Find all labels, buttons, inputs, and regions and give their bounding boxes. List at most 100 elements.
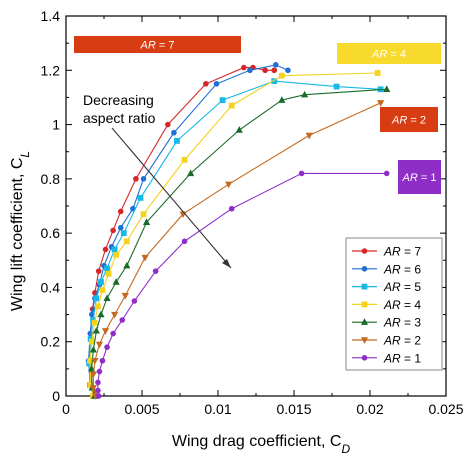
- legend-entry-1: AR = 7: [352, 245, 421, 259]
- legend-label-value: = 7: [401, 245, 422, 259]
- legend-entry-3: AR = 5: [352, 280, 421, 294]
- ar-box-7: AR = 1: [398, 160, 441, 194]
- annotation: Decreasing aspect ratio: [83, 92, 232, 269]
- data-point: [123, 238, 130, 245]
- data-point: [142, 218, 151, 225]
- data-point: [95, 393, 102, 399]
- ar-box-label-value: = 4: [387, 49, 406, 61]
- ar-box-label-prefix: AR: [402, 172, 418, 184]
- legend-marker: [360, 337, 369, 344]
- y-tick-label: 1.4: [41, 8, 61, 24]
- data-point: [89, 371, 97, 379]
- data-point: [91, 358, 99, 365]
- legend: AR = 7AR = 6AR = 5AR = 4AR = 3AR = 2AR =…: [345, 237, 443, 371]
- data-point: [117, 224, 124, 231]
- annotation-line-1: Decreasing: [83, 92, 154, 108]
- ar-box-label: AR = 1: [402, 172, 437, 184]
- ar-box-label: AR = 4: [371, 49, 406, 61]
- data-point: [99, 357, 106, 364]
- data-point: [89, 385, 97, 392]
- x-tick-label: 0.02: [356, 401, 383, 417]
- data-point: [121, 292, 129, 300]
- y-tick-label: 0.8: [41, 171, 61, 187]
- data-point: [235, 126, 243, 133]
- data-point: [103, 294, 111, 301]
- legend-label-value: = 3: [401, 316, 422, 330]
- annotation-arrowhead: [222, 259, 231, 268]
- x-axis-label-text: Wing drag coefficient, C: [172, 433, 342, 450]
- series-3: [86, 78, 384, 399]
- data-point: [383, 85, 391, 92]
- data-point: [95, 303, 101, 310]
- series-layer: [85, 62, 391, 400]
- data-point: [374, 70, 381, 76]
- series-7: [95, 170, 390, 399]
- ar-box-bg: [74, 36, 241, 53]
- data-point: [301, 90, 309, 98]
- ar-box-label: AR = 7: [140, 40, 175, 52]
- series-4: [87, 70, 381, 399]
- data-point: [113, 251, 120, 258]
- data-point: [110, 330, 116, 337]
- data-point: [174, 137, 180, 144]
- legend-label-prefix: AR: [383, 245, 401, 259]
- legend-label-prefix: AR: [383, 334, 401, 348]
- legend-label: AR = 7: [383, 245, 421, 259]
- ar-box-bg: [337, 43, 441, 64]
- data-point: [181, 156, 188, 163]
- legend-label-prefix: AR: [383, 351, 401, 365]
- legend-label-value: = 2: [401, 334, 422, 348]
- data-point: [298, 170, 305, 177]
- data-point: [110, 227, 116, 234]
- y-tick-label: 0.4: [41, 279, 61, 295]
- data-point: [377, 100, 385, 107]
- x-tick-label: 0.01: [204, 401, 231, 417]
- data-point: [181, 238, 188, 245]
- data-point: [225, 181, 233, 189]
- data-point: [285, 67, 291, 74]
- y-tick-label: 0.6: [41, 225, 61, 241]
- legend-marker: [360, 318, 369, 325]
- series-line: [90, 88, 387, 397]
- legend-label: AR = 4: [383, 298, 421, 312]
- data-point: [89, 345, 97, 353]
- data-point: [272, 62, 279, 68]
- legend-label-prefix: AR: [383, 298, 401, 312]
- data-point: [141, 254, 149, 262]
- ar-box-6: AR = 2: [380, 107, 438, 132]
- tick-labels: 0 0.005 0.01 0.015 0.02 0.025 0 0.2 0.4 0.6 0.8 1 1.…: [41, 8, 464, 417]
- legend-label-value: = 6: [401, 262, 422, 276]
- data-point: [278, 72, 285, 79]
- ar-box-label-value: = 7: [156, 40, 175, 52]
- y-tick-label: 1.2: [41, 62, 61, 78]
- axis-labels: Wing drag coefficient, CD Wing lift coef…: [9, 151, 350, 456]
- data-point: [88, 338, 95, 345]
- legend-label: AR = 6: [383, 262, 421, 276]
- legend-label: AR = 1: [383, 351, 421, 365]
- x-axis-label-subscript: D: [341, 442, 350, 456]
- y-axis-label-text: Wing lift coefficient, C: [9, 158, 26, 312]
- data-point: [228, 205, 235, 212]
- data-point: [101, 328, 110, 335]
- data-point: [87, 382, 94, 389]
- data-point: [133, 176, 139, 182]
- x-axis-label: Wing drag coefficient, CD: [172, 433, 351, 456]
- data-point: [187, 169, 195, 177]
- y-axis-label-subscript: L: [18, 151, 32, 158]
- data-point: [165, 121, 171, 128]
- legend-label: AR = 2: [383, 334, 421, 348]
- ar-box-label-value: = 2: [407, 115, 426, 127]
- data-point: [152, 268, 159, 274]
- legend-label-prefix: AR: [383, 316, 401, 330]
- ar-box-label-prefix: AR: [371, 49, 387, 61]
- annotation-arrow: [111, 127, 232, 269]
- y-tick-label: 0: [52, 388, 60, 404]
- legend-label-value: = 4: [401, 298, 422, 312]
- data-point: [262, 67, 268, 74]
- data-point: [112, 278, 120, 285]
- legend-label-prefix: AR: [383, 262, 401, 276]
- legend-marker: [361, 355, 368, 361]
- x-tick-label: 0.005: [124, 401, 159, 417]
- data-point: [333, 83, 340, 90]
